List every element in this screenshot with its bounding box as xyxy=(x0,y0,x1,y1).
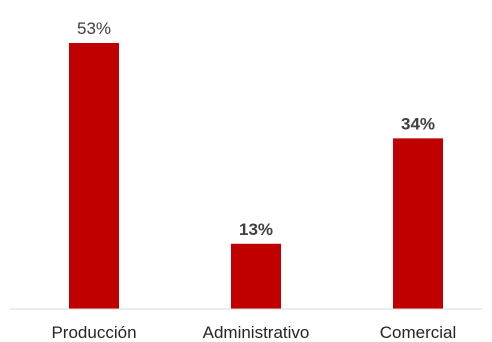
bars-group xyxy=(69,43,443,309)
category-label-administrativo: Administrativo xyxy=(203,323,310,342)
category-label-produccion: Producción xyxy=(51,323,136,342)
bar-produccion xyxy=(69,43,119,309)
data-labels-group: 53% 13% 34% xyxy=(77,19,435,239)
data-label-produccion: 53% xyxy=(77,19,111,38)
category-label-comercial: Comercial xyxy=(380,323,457,342)
data-label-comercial: 34% xyxy=(401,114,435,133)
bar-comercial xyxy=(393,138,443,309)
category-labels-group: Producción Administrativo Comercial xyxy=(51,323,456,342)
data-label-administrativo: 13% xyxy=(239,220,273,239)
bar-administrativo xyxy=(231,243,281,309)
